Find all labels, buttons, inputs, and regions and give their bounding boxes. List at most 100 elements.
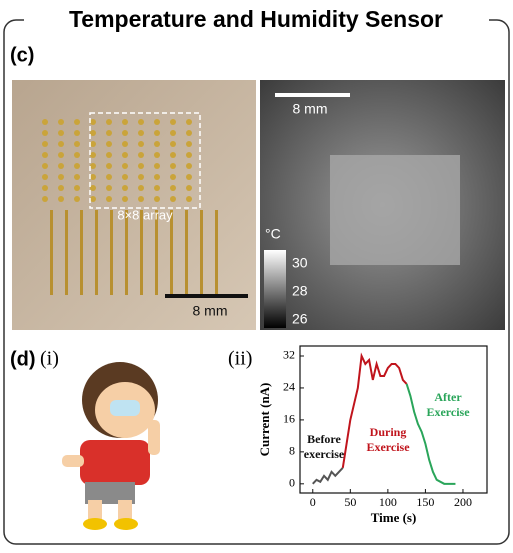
electrode xyxy=(74,130,80,136)
lead xyxy=(80,210,83,295)
lead xyxy=(110,210,113,295)
annotation: After xyxy=(434,390,462,404)
lead xyxy=(155,210,158,295)
scale-label: 8 mm xyxy=(193,303,228,319)
colorbar-tick-label: 28 xyxy=(292,283,308,299)
electrode xyxy=(90,185,96,191)
electrode xyxy=(42,130,48,136)
electrode xyxy=(154,174,160,180)
annotation: Before xyxy=(307,432,341,446)
lead xyxy=(140,210,143,295)
electrode xyxy=(154,119,160,125)
data-line xyxy=(313,468,343,484)
electrode xyxy=(58,141,64,147)
array-label: 8×8 array xyxy=(117,207,173,222)
electrode xyxy=(90,119,96,125)
electrode xyxy=(186,163,192,169)
electrode xyxy=(90,163,96,169)
electrode xyxy=(170,163,176,169)
electrode xyxy=(154,163,160,169)
electrode xyxy=(58,174,64,180)
colorbar-tick-label: 26 xyxy=(292,311,308,327)
electrode xyxy=(122,130,128,136)
electrode xyxy=(42,163,48,169)
colorbar xyxy=(264,250,286,328)
electrode xyxy=(170,119,176,125)
x-tick-label: 50 xyxy=(344,495,356,509)
electrode xyxy=(154,185,160,191)
x-tick-label: 100 xyxy=(379,495,397,509)
electrode xyxy=(186,152,192,158)
electrode xyxy=(106,130,112,136)
electrode xyxy=(138,163,144,169)
electrode xyxy=(58,185,64,191)
electrode xyxy=(42,152,48,158)
electrode xyxy=(122,174,128,180)
electrode xyxy=(186,196,192,202)
electrode xyxy=(58,119,64,125)
electrode xyxy=(74,152,80,158)
lead xyxy=(185,210,188,295)
colorbar-tick-label: 30 xyxy=(292,255,308,271)
electrode xyxy=(90,196,96,202)
y-tick-label: 32 xyxy=(283,348,295,362)
electrode xyxy=(170,152,176,158)
electrode xyxy=(42,119,48,125)
sensor-photo xyxy=(12,80,256,330)
electrode xyxy=(74,141,80,147)
electrode xyxy=(170,196,176,202)
electrode xyxy=(106,152,112,158)
electrode xyxy=(122,163,128,169)
electrode xyxy=(42,196,48,202)
electrode xyxy=(106,185,112,191)
electrode xyxy=(74,196,80,202)
y-tick-label: 24 xyxy=(283,380,295,394)
electrode xyxy=(122,141,128,147)
sub-label: (i) xyxy=(40,348,59,370)
electrode xyxy=(106,174,112,180)
electrode xyxy=(106,163,112,169)
electrode xyxy=(106,119,112,125)
thermal-sensor xyxy=(330,155,460,265)
electrode xyxy=(74,174,80,180)
electrode xyxy=(58,163,64,169)
electrode xyxy=(186,185,192,191)
electrode xyxy=(122,119,128,125)
title: Temperature and Humidity Sensor xyxy=(69,6,443,32)
lead xyxy=(125,210,128,295)
electrode xyxy=(154,141,160,147)
electrode xyxy=(138,152,144,158)
figure: Temperature and Humidity Sensor (c) 8×8 … xyxy=(0,0,513,548)
electrode xyxy=(90,152,96,158)
electrode xyxy=(186,119,192,125)
electrode xyxy=(186,130,192,136)
electrode xyxy=(170,141,176,147)
x-tick-label: 200 xyxy=(454,495,472,509)
electrode xyxy=(122,152,128,158)
electrode xyxy=(122,185,128,191)
electrode xyxy=(138,119,144,125)
x-axis-label: Time (s) xyxy=(371,510,417,525)
x-tick-label: 150 xyxy=(416,495,434,509)
plot-frame xyxy=(300,346,487,493)
electrode xyxy=(154,130,160,136)
electrode xyxy=(74,163,80,169)
lead xyxy=(215,210,218,295)
electrode xyxy=(74,119,80,125)
annotation: Exercise xyxy=(426,405,470,419)
annotation: exercise xyxy=(304,447,345,461)
y-axis-label: Current (nA) xyxy=(257,383,272,457)
electrode xyxy=(90,130,96,136)
lead xyxy=(65,210,68,295)
electrode xyxy=(170,185,176,191)
electrode xyxy=(106,196,112,202)
panel-label: (d) xyxy=(10,348,36,370)
electrode xyxy=(90,141,96,147)
x-tick-label: 0 xyxy=(310,495,316,509)
electrode xyxy=(186,174,192,180)
electrode xyxy=(122,196,128,202)
runner-cartoon xyxy=(62,362,160,530)
y-tick-label: 16 xyxy=(283,412,295,426)
annotation: Exercise xyxy=(366,440,410,454)
electrode xyxy=(138,174,144,180)
